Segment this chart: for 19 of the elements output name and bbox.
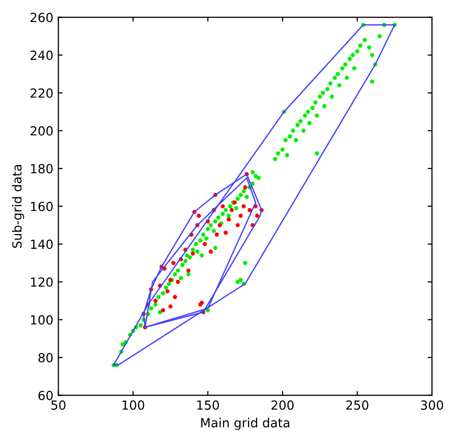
y-tick-label: 120 xyxy=(31,277,53,287)
y-tick-label: 140 xyxy=(31,240,53,250)
y-axis-title: Sub-grid data xyxy=(12,164,24,248)
x-tick-label: 150 xyxy=(197,400,219,410)
y-tick-label: 80 xyxy=(38,352,53,362)
y-tick-label: 220 xyxy=(30,88,53,98)
x-axis-title: Main grid data xyxy=(201,418,290,430)
x-tick-label: 250 xyxy=(346,400,368,410)
y-tick-label: 180 xyxy=(31,164,53,174)
y-tick-label: 160 xyxy=(31,202,53,212)
y-tick-label: 260 xyxy=(30,12,53,22)
y-tick-label: 200 xyxy=(30,126,53,136)
x-tick-label: 100 xyxy=(122,400,144,410)
y-tick-label: 100 xyxy=(31,315,53,325)
x-tick-label: 300 xyxy=(421,400,444,410)
y-tick-label: 240 xyxy=(30,50,53,60)
x-tick-label: 200 xyxy=(272,400,294,410)
x-tick-label: 50 xyxy=(51,400,66,410)
y-tick-label: 60 xyxy=(38,390,53,400)
